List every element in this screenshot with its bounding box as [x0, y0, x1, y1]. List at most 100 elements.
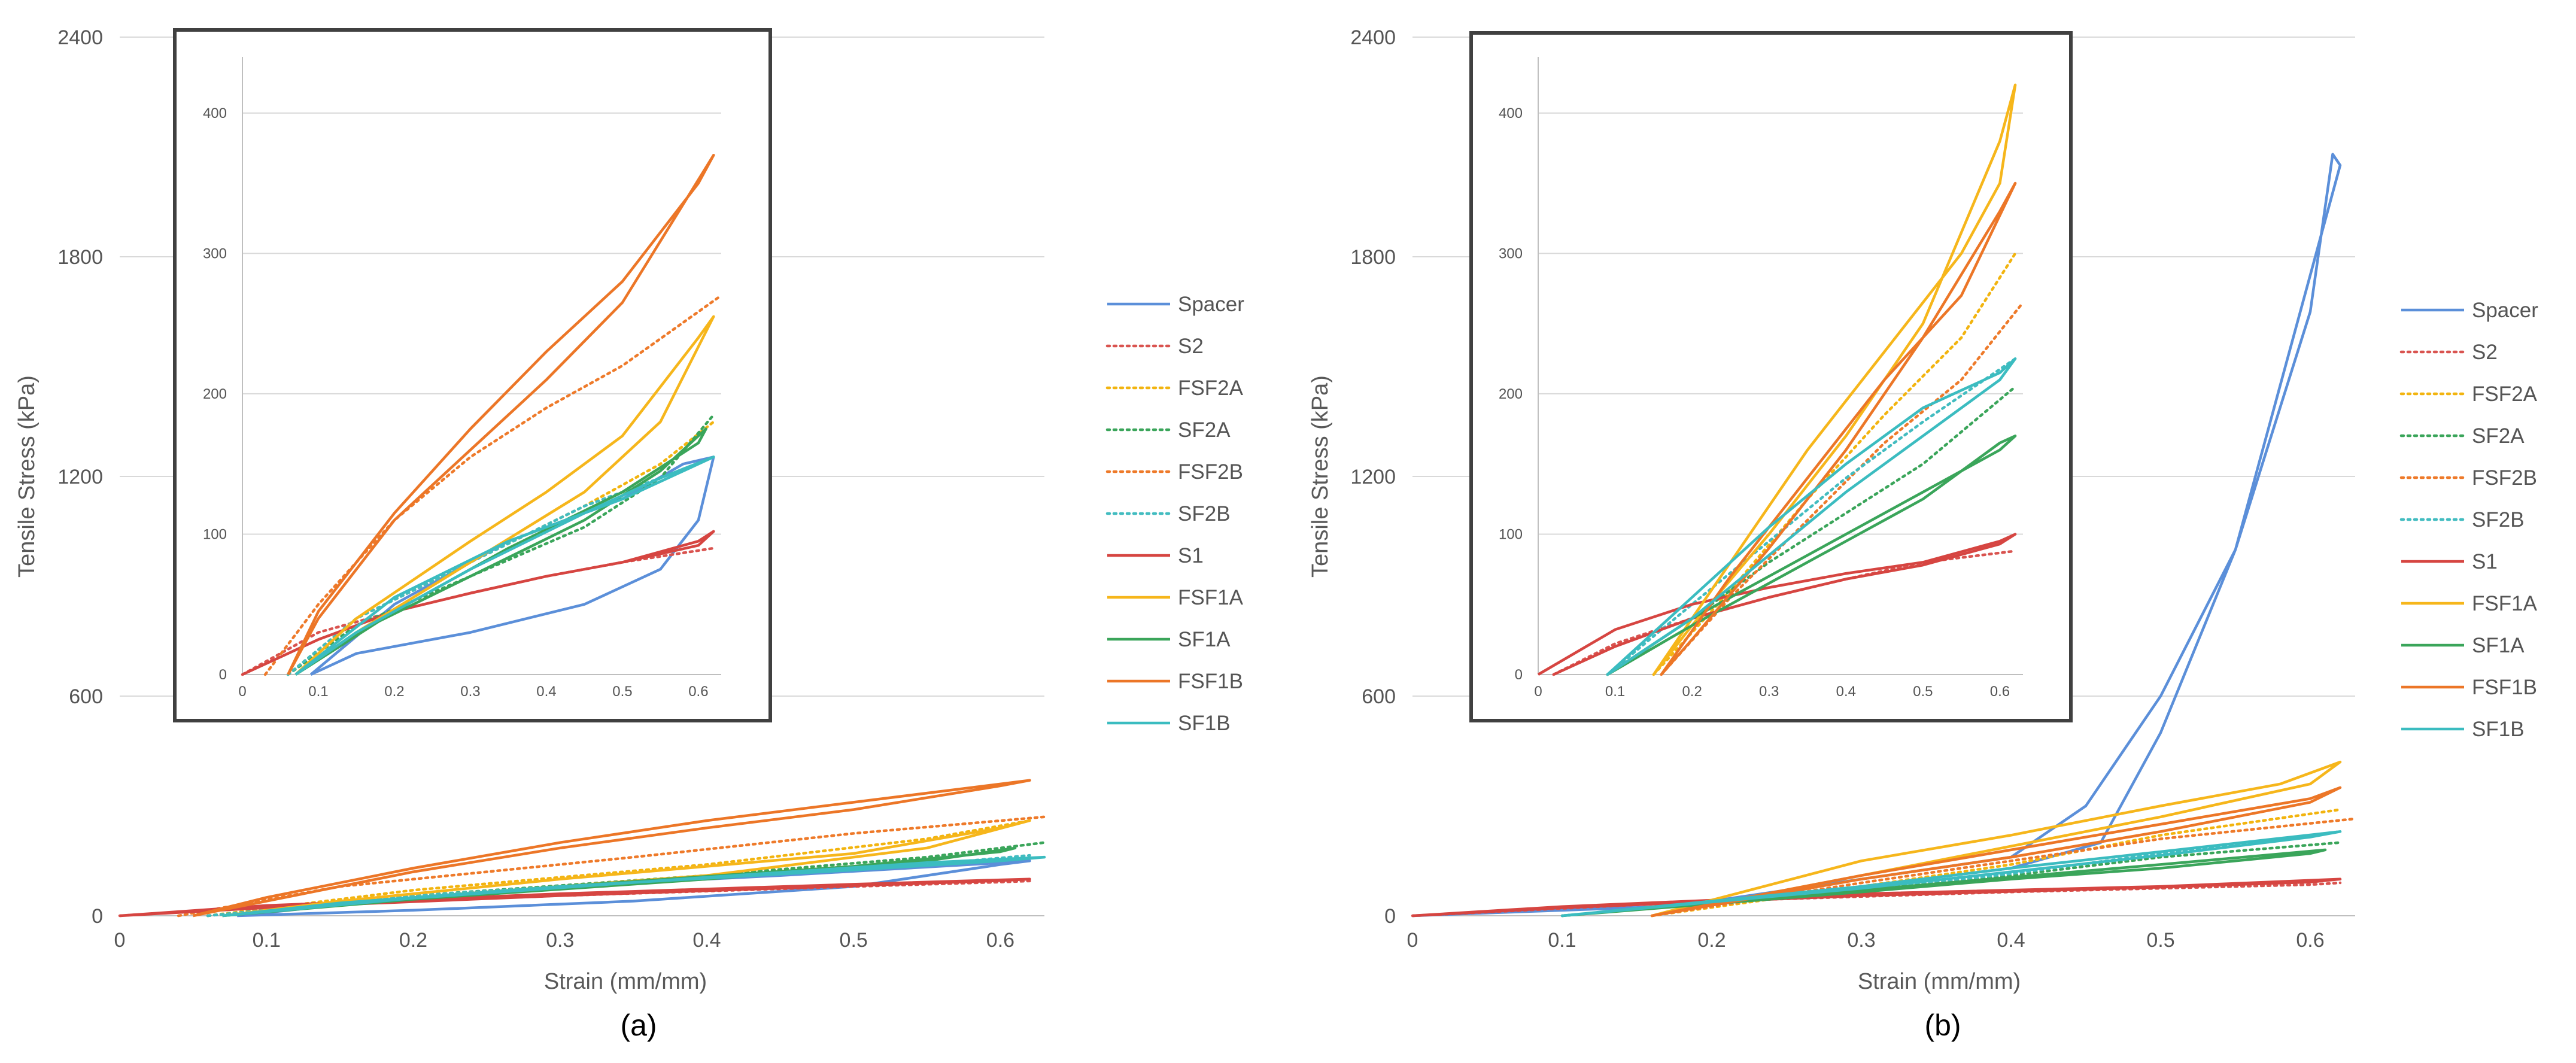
legend-label-sf2b: SF2B — [1178, 502, 1231, 526]
inset-x-tick-label-a: 0.3 — [460, 684, 480, 700]
main-b-series-sf1b — [1562, 830, 2342, 918]
legend-label-sf1a: SF1A — [2472, 634, 2525, 657]
inset-y-tick-label-b: 300 — [1499, 245, 1523, 262]
legend-label-sf1a: SF1A — [1178, 628, 1231, 651]
y-tick-label-b: 1200 — [1350, 466, 1396, 488]
main-a-series-fsf2b — [177, 815, 1046, 918]
y-axis-label-b: Tensile Stress (kPa) — [1308, 375, 1333, 578]
inset-x-tick-label-a: 0.6 — [688, 684, 708, 700]
y-tick-label-b: 600 — [1362, 685, 1396, 708]
main-a-series-spacer — [236, 859, 1031, 918]
inset-x-tick-label-a: 0.4 — [536, 684, 556, 700]
inset-x-tick-label-b: 0.2 — [1682, 684, 1702, 700]
inset-y-tick-label-b: 0 — [1515, 667, 1523, 683]
legend-label-s2: S2 — [1178, 335, 1204, 358]
x-tick-label-b: 0.4 — [1997, 929, 2025, 952]
inset-x-tick-label-a: 0.5 — [612, 684, 632, 700]
inset-y-tick-label-b: 100 — [1499, 526, 1523, 542]
legend-label-s1: S1 — [2472, 550, 2498, 573]
legend-label-sf2a: SF2A — [1178, 418, 1231, 442]
legend-label-fsf1a: FSF1A — [2472, 592, 2538, 615]
legend-label-sf1b: SF1B — [1178, 712, 1231, 735]
legend-label-spacer: Spacer — [1178, 293, 1244, 316]
legend-label-fsf1b: FSF1B — [1178, 670, 1243, 693]
inset-b-series-sf1b — [1606, 357, 2017, 676]
chart-a: 0 600 1200 1800 2400 0 0.1 0.2 0.3 0.4 0.5 0.6 Tensi… — [14, 26, 1244, 1042]
y-tick-label-a: 0 — [92, 905, 103, 928]
legend-label-fsf2b: FSF2B — [2472, 466, 2537, 490]
inset-frame-a — [173, 28, 772, 722]
inset-x-tick-label-b: 0.5 — [1913, 684, 1933, 700]
x-tick-label-b: 0.2 — [1697, 929, 1726, 952]
inset-plot-b: 0 100 200 300 400 0 0.1 0.2 0.3 0.4 0.5 0.6 — [1499, 57, 2025, 700]
inset-a-series-sf1b — [294, 455, 715, 676]
x-tick-label-b: 0.6 — [2296, 929, 2324, 952]
inset-a-series-fsf2b — [263, 294, 723, 676]
main-b-series-fsf1b — [1651, 786, 2342, 918]
y-tick-label-a: 1800 — [57, 246, 103, 269]
x-tick-label-a: 0.4 — [692, 929, 721, 952]
x-axis-label-a: Strain (mm/mm) — [544, 969, 707, 994]
legend-label-fsf1b: FSF1B — [2472, 676, 2537, 699]
inset-y-tick-label-a: 100 — [203, 526, 227, 542]
chart-b: 0 600 1200 1800 2400 0 0.1 0.2 0.3 0.4 0.5 0.6 Tensi… — [1308, 26, 2538, 1042]
inset-plot-a: 0 100 200 300 400 0 0.1 0.2 0.3 0.4 0.5 0.6 — [203, 57, 723, 700]
x-tick-label-b: 0.1 — [1548, 929, 1576, 952]
main-b-series-sf1a — [1562, 848, 2327, 918]
inset-frame-b — [1469, 31, 2073, 722]
main-a-series-fsf2a — [206, 819, 1031, 918]
legend-label-sf1b: SF1B — [2472, 718, 2525, 741]
inset-x-tick-label-b: 0.6 — [1990, 684, 2010, 700]
inset-x-tick-label-b: 0 — [1534, 684, 1542, 700]
inset-x-tick-label-a: 0.1 — [308, 684, 328, 700]
x-tick-label-a: 0 — [114, 929, 126, 952]
legend-label-spacer: Spacer — [2472, 299, 2538, 322]
inset-a-series-s1 — [242, 530, 715, 676]
y-tick-label-b: 1800 — [1350, 246, 1396, 269]
inset-x-tick-label-b: 0.3 — [1759, 684, 1779, 700]
inset-y-tick-label-a: 200 — [203, 386, 227, 402]
inset-x-tick-label-b: 0.1 — [1605, 684, 1625, 700]
inset-y-tick-label-a: 300 — [203, 245, 227, 262]
inset-y-tick-label-b: 200 — [1499, 386, 1523, 402]
x-tick-label-a: 0.1 — [253, 929, 281, 952]
y-tick-label-a: 2400 — [57, 26, 103, 49]
x-tick-label-b: 0.5 — [2146, 929, 2174, 952]
inset-b-series-sf2b — [1606, 357, 2017, 676]
legend-label-fsf2a: FSF2A — [1178, 376, 1244, 400]
x-axis-label-b: Strain (mm/mm) — [1858, 969, 2021, 994]
caption-b: (b) — [1924, 1009, 1961, 1042]
y-tick-label-a: 1200 — [57, 466, 103, 488]
legend-label-sf2b: SF2B — [2472, 508, 2525, 532]
y-tick-label-b: 2400 — [1350, 26, 1396, 49]
x-tick-label-b: 0.3 — [1847, 929, 1875, 952]
inset-x-tick-label-b: 0.4 — [1836, 684, 1856, 700]
y-tick-label-b: 0 — [1384, 905, 1396, 928]
main-b-series-fsf1a — [1651, 760, 2342, 918]
legend-b: Spacer S2 FSF2A SF2A FSF2B SF2B S1 FSF1A SF1A FSF… — [2399, 299, 2538, 741]
inset-y-tick-label-a: 0 — [219, 667, 227, 683]
x-tick-label-b: 0 — [1407, 929, 1418, 952]
legend-label-s1: S1 — [1178, 544, 1204, 567]
inset-a-series-sf2a — [286, 413, 715, 676]
x-tick-label-a: 0.3 — [546, 929, 574, 952]
main-a-series-sf1b — [222, 855, 1046, 918]
x-tick-label-a: 0.2 — [399, 929, 427, 952]
x-tick-label-a: 0.6 — [986, 929, 1014, 952]
legend-a: Spacer S2 FSF2A SF2A FSF2B SF2B S1 FSF1A SF1A FSF… — [1105, 293, 1244, 735]
inset-x-tick-label-a: 0.2 — [384, 684, 404, 700]
legend-label-fsf2a: FSF2A — [2472, 382, 2538, 406]
main-a-series-s1 — [119, 877, 1031, 918]
legend-label-s2: S2 — [2472, 341, 2498, 364]
inset-y-tick-label-a: 400 — [203, 105, 227, 122]
inset-b-series-fsf1a — [1652, 83, 2017, 676]
y-axis-label-a: Tensile Stress (kPa) — [14, 375, 40, 578]
inset-x-tick-label-a: 0 — [238, 684, 246, 700]
inset-b-series-fsf1b — [1660, 181, 2017, 676]
inset-a-series-fsf1b — [287, 153, 715, 676]
inset-y-tick-label-b: 400 — [1499, 105, 1523, 122]
legend-label-sf2a: SF2A — [2472, 424, 2525, 448]
inset-b-series-sf1a — [1606, 435, 2017, 676]
inset-a-series-fsf1a — [294, 315, 715, 676]
